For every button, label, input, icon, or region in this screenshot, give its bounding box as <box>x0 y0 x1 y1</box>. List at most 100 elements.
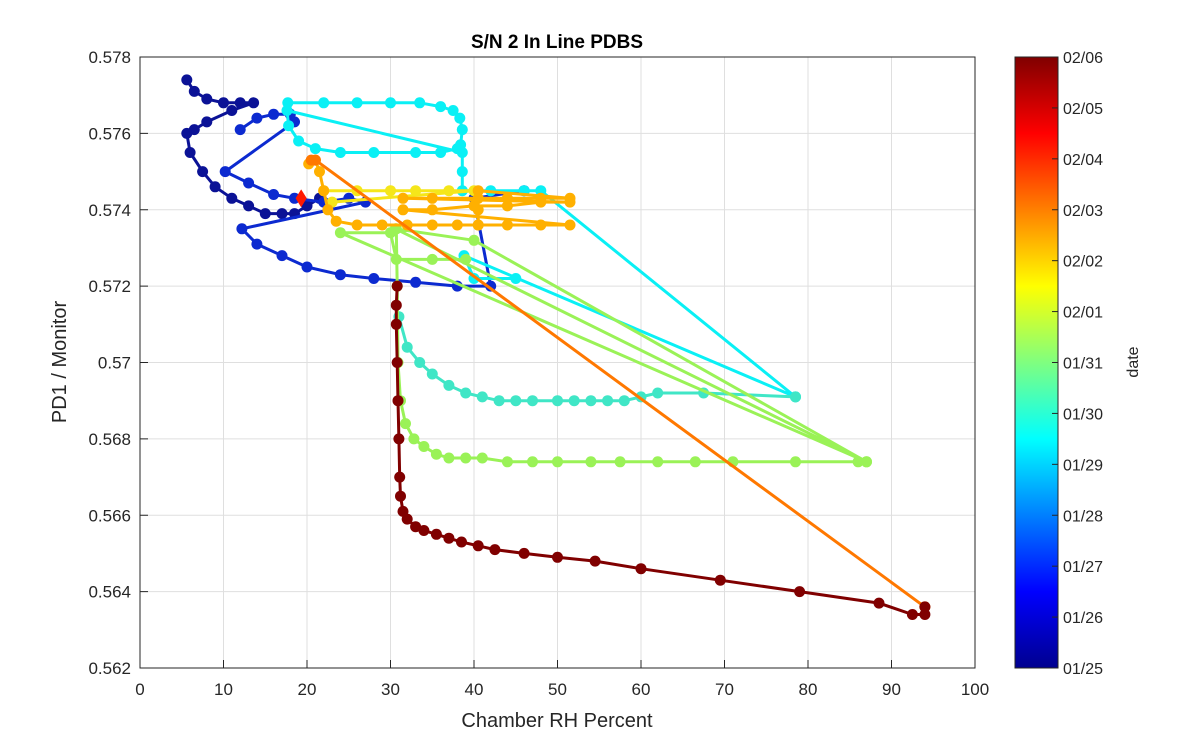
data-point <box>401 513 413 525</box>
data-point <box>394 471 406 483</box>
colorbar-tick-label: 01/27 <box>1063 559 1103 576</box>
data-point <box>443 185 455 197</box>
data-point <box>301 200 313 212</box>
data-point <box>790 456 801 468</box>
data-point <box>794 586 806 598</box>
data-point <box>589 555 601 567</box>
y-tick-label: 0.572 <box>88 277 131 296</box>
data-point <box>209 181 221 193</box>
data-point <box>426 192 438 204</box>
data-point <box>501 456 513 468</box>
data-point <box>472 219 484 231</box>
x-tick-label: 70 <box>715 680 734 699</box>
data-point <box>295 189 307 208</box>
data-point <box>510 273 522 284</box>
series-9 <box>390 280 931 620</box>
data-point <box>552 551 563 563</box>
data-point <box>218 97 229 109</box>
data-point <box>293 135 305 147</box>
y-tick-label: 0.578 <box>88 48 131 67</box>
data-point <box>181 74 193 86</box>
y-tick-label: 0.57 <box>98 354 131 373</box>
data-point <box>535 192 547 204</box>
data-point <box>418 441 430 452</box>
data-point <box>243 177 255 189</box>
x-tick-label: 60 <box>632 680 651 699</box>
data-point <box>535 185 547 197</box>
data-point <box>456 124 468 136</box>
data-point <box>689 456 701 468</box>
data-point <box>585 456 597 468</box>
data-point <box>226 192 238 204</box>
data-point <box>454 112 466 124</box>
data-point <box>456 166 468 178</box>
colorbar-ticks: 01/25 01/26 01/27 01/28 01/29 01/30 01/31 02/01… <box>1052 50 1103 678</box>
colorbar <box>1014 56 1059 669</box>
data-point <box>385 227 396 239</box>
data-point <box>652 456 664 468</box>
data-point <box>248 97 260 109</box>
data-point <box>790 391 801 403</box>
colorbar-tick-label: 02/01 <box>1063 305 1103 322</box>
data-point <box>456 147 468 158</box>
data-point <box>410 521 422 533</box>
data-series <box>181 74 931 620</box>
data-point <box>527 395 538 407</box>
data-point <box>451 219 463 231</box>
data-point <box>390 253 402 265</box>
data-point <box>472 204 484 216</box>
data-point <box>714 574 726 586</box>
data-point <box>314 166 325 178</box>
data-point <box>391 357 403 368</box>
data-point <box>392 395 404 407</box>
data-point <box>476 452 488 464</box>
data-point <box>501 192 513 204</box>
data-point <box>197 166 209 178</box>
data-point <box>414 97 426 109</box>
data-point <box>385 185 396 197</box>
data-point <box>414 357 426 368</box>
data-point <box>919 601 931 613</box>
data-point <box>276 208 288 220</box>
colorbar-tick-label: 02/02 <box>1063 254 1103 271</box>
colorbar-tick-label: 02/03 <box>1063 203 1103 220</box>
colorbar-tick-label: 01/31 <box>1063 356 1103 373</box>
data-point <box>472 192 484 204</box>
colorbar-label: date <box>1125 346 1142 377</box>
data-point <box>568 395 580 407</box>
data-point <box>330 215 342 227</box>
data-point <box>410 185 422 197</box>
data-point <box>268 108 280 120</box>
x-tick-label: 30 <box>381 680 400 699</box>
y-tick-label: 0.562 <box>88 659 131 678</box>
data-point <box>518 547 530 559</box>
data-point <box>289 192 300 204</box>
data-point <box>468 234 480 246</box>
x-axis-ticks: 0 10 20 30 40 50 60 70 80 90 100 <box>135 660 989 699</box>
data-point <box>410 276 422 288</box>
data-point <box>334 227 346 239</box>
data-point <box>472 540 484 552</box>
data-point <box>351 219 363 231</box>
data-point <box>395 490 406 502</box>
data-point <box>489 544 501 556</box>
data-point <box>393 433 405 445</box>
colorbar-tick-label: 01/30 <box>1063 406 1103 423</box>
data-point <box>181 127 193 139</box>
data-point <box>236 223 248 235</box>
x-tick-label: 90 <box>882 680 901 699</box>
data-point <box>234 124 246 136</box>
data-point <box>906 609 918 620</box>
data-point <box>873 597 885 609</box>
data-point <box>251 112 263 124</box>
data-point <box>188 85 200 97</box>
data-point <box>476 391 488 403</box>
series-4 <box>334 223 872 468</box>
data-point <box>390 299 402 311</box>
data-point <box>243 200 255 212</box>
x-tick-label: 10 <box>214 680 233 699</box>
data-point <box>501 219 513 231</box>
data-point <box>564 219 576 231</box>
data-point <box>309 143 321 155</box>
data-point <box>861 456 872 468</box>
